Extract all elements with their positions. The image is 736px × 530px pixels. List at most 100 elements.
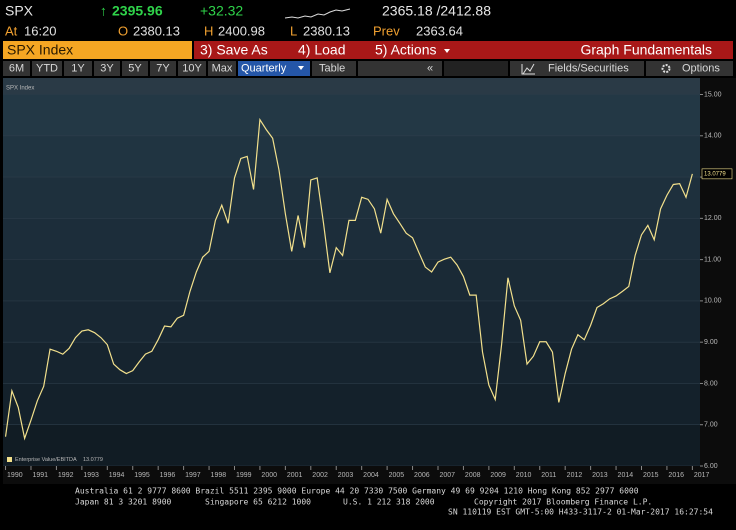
table[interactable]: Table [319, 62, 345, 74]
screen-title: Graph Fundamentals [580, 42, 712, 58]
footer-line: Japan 81 3 3201 8900 [75, 498, 172, 507]
chart-icon [521, 63, 535, 75]
legend-swatch [7, 457, 12, 462]
period[interactable]: YTD [36, 62, 58, 74]
toolbar-spacer [444, 61, 508, 76]
band [3, 342, 700, 384]
y-tick-label: 7.00 [704, 422, 718, 429]
period-button[interactable] [178, 61, 206, 76]
x-axis-strip [3, 466, 700, 484]
band [3, 300, 700, 343]
period-button[interactable] [64, 61, 92, 76]
x-tick-label: 1996 [160, 472, 176, 479]
load[interactable]: 4) Load [298, 42, 345, 58]
legend-value: 13.0779 [83, 457, 103, 463]
period[interactable]: 5Y [128, 62, 142, 74]
low: 2380.13 [303, 23, 350, 38]
period-button[interactable] [150, 61, 176, 76]
table-button[interactable] [312, 61, 356, 76]
period[interactable]: 1Y [71, 62, 85, 74]
value-tag-label: 13.0779 [704, 171, 726, 177]
prev-label: Prev [373, 23, 400, 38]
collapse[interactable]: « [427, 62, 433, 74]
time: 16:20 [24, 23, 57, 38]
y-tick-label: 10.00 [704, 298, 722, 305]
sparkline [284, 8, 351, 19]
period[interactable]: 7Y [156, 62, 170, 74]
period[interactable]: 6M [9, 62, 24, 74]
high: 2400.98 [218, 23, 265, 38]
prev: 2363.64 [416, 23, 463, 38]
low-label: L [290, 23, 297, 38]
open: 2380.13 [133, 23, 180, 38]
band [3, 177, 700, 219]
y-tick-label: 15.00 [704, 91, 722, 98]
period-button[interactable] [94, 61, 120, 76]
y-tick-label: 11.00 [704, 256, 721, 263]
x-tick-label: 2002 [312, 472, 328, 479]
x-tick-label: 2009 [490, 472, 506, 479]
y-tick-label: 6.00 [704, 463, 718, 470]
fields-button[interactable] [510, 61, 644, 76]
high-label: H [204, 23, 213, 38]
band [3, 78, 700, 95]
x-tick-label: 1990 [7, 472, 23, 479]
x-tick-label: 2003 [338, 472, 354, 479]
footer-line: Copyright 2017 Bloomberg Finance L.P. [474, 498, 652, 507]
x-tick-label: 2013 [592, 472, 608, 479]
x-tick-label: 2012 [567, 472, 583, 479]
x-tick-label: 2014 [618, 472, 634, 479]
footer-line: SN 110119 EST GMT-5:00 H433-3117-2 01-Ma… [448, 508, 713, 517]
x-tick-label: 2007 [439, 472, 455, 479]
band [3, 259, 700, 301]
x-tick-label: 2001 [287, 472, 303, 479]
period[interactable]: Max [212, 62, 233, 74]
options[interactable]: Options [682, 62, 720, 74]
period-button[interactable] [208, 61, 236, 76]
frequency-button[interactable] [238, 61, 310, 76]
x-tick-label: 2011 [541, 472, 556, 479]
save-as[interactable]: 3) Save As [200, 42, 268, 58]
x-tick-label: 2000 [261, 472, 277, 479]
x-tick-label: 2005 [389, 472, 405, 479]
x-tick-label: 2015 [643, 472, 659, 479]
dropdown-icon [298, 66, 304, 70]
x-tick-label: 2008 [465, 472, 481, 479]
y-axis-title: SPX Index [6, 86, 34, 92]
footer-line: Australia 61 2 9777 8600 Brazil 5511 239… [75, 487, 639, 496]
band [3, 383, 700, 425]
x-tick-label: 1992 [58, 472, 74, 479]
legend-label: Enterprise Value/EBITDA [15, 457, 77, 463]
band [3, 218, 700, 260]
x-tick-label: 1995 [134, 472, 150, 479]
action-bar [194, 41, 733, 59]
x-tick-label: 1993 [83, 472, 99, 479]
fields[interactable]: Fields/Securities [548, 62, 629, 74]
security-box[interactable] [3, 41, 192, 59]
period-button[interactable] [122, 61, 148, 76]
time-label: At [5, 23, 18, 38]
band [3, 135, 700, 178]
period-button[interactable] [32, 61, 62, 76]
x-tick-label: 2004 [363, 472, 379, 479]
ticker: SPX [5, 3, 34, 19]
y-tick-label: 12.00 [704, 215, 722, 222]
security[interactable]: SPX Index [7, 42, 73, 58]
footer-line: U.S. 1 212 318 2000 [343, 498, 435, 507]
x-tick-label: 2017 [694, 472, 710, 479]
footer-line: Singapore 65 6212 1000 [205, 498, 311, 507]
x-tick-label: 1998 [211, 472, 227, 479]
gear-icon [661, 64, 671, 73]
x-tick-label: 1991 [32, 472, 48, 479]
arrow: ↑ [100, 3, 107, 19]
period-button[interactable] [3, 61, 30, 76]
y-axis-strip [700, 78, 736, 484]
last-price: 2395.96 [112, 3, 163, 19]
actions[interactable]: 5) Actions [375, 42, 436, 58]
x-tick-label: 2006 [414, 472, 430, 479]
frequency[interactable]: Quarterly [241, 62, 287, 74]
period[interactable]: 3Y [100, 62, 114, 74]
dropdown-icon [444, 49, 450, 53]
period[interactable]: 10Y [182, 62, 202, 74]
